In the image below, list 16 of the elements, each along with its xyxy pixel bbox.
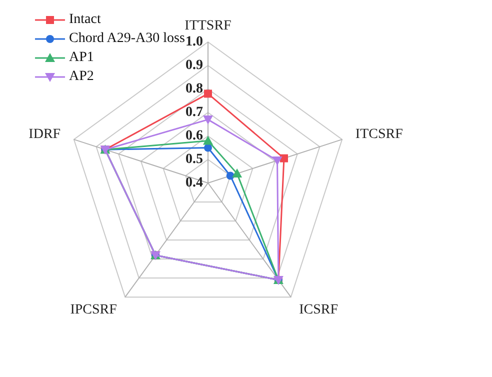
legend-label: AP2 xyxy=(69,68,94,84)
y-tick-label: 1.0 xyxy=(186,34,203,50)
spoke-label: ITTSRF xyxy=(184,18,232,34)
legend-label: Intact xyxy=(69,12,101,28)
y-tick-label: 0.9 xyxy=(186,58,203,73)
y-tick-label: 0.6 xyxy=(186,128,203,144)
y-tick-label: 0.4 xyxy=(186,176,203,190)
legend-label: AP1 xyxy=(69,50,94,66)
y-tick-label: 0.7 xyxy=(186,105,203,120)
spoke-label: ICSRF xyxy=(299,302,338,318)
y-tick-label: 0.5 xyxy=(186,152,203,167)
legend-label: Chord A29-A30 loss xyxy=(69,30,185,46)
spoke-label: IPCSRF xyxy=(70,302,118,318)
spoke-label: IDRF xyxy=(28,126,61,142)
spoke-label: ITCSRF xyxy=(355,126,404,142)
y-tick-label: 0.8 xyxy=(186,82,203,96)
